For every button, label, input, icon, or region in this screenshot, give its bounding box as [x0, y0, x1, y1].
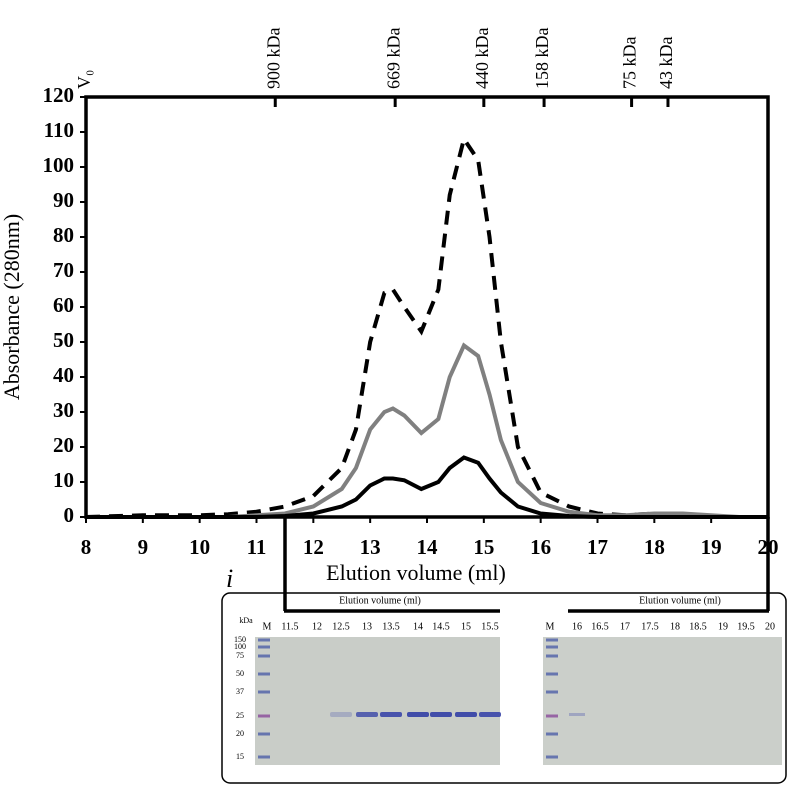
top-tick-label: 75 kDa — [620, 37, 640, 90]
series-line — [85, 134, 768, 519]
x-tick-label: 15 — [473, 535, 494, 559]
y-tick-label: 80 — [53, 223, 74, 247]
protein-band — [407, 712, 429, 717]
series-line — [86, 342, 768, 519]
plot-frame — [84, 95, 770, 519]
top-tick-label: 669 kDa — [383, 28, 403, 90]
y-tick-label: 110 — [44, 118, 74, 142]
protein-band — [455, 712, 477, 717]
marker-label: 50 — [236, 669, 244, 678]
y-tick-label: 90 — [53, 188, 74, 212]
marker-label: 100 — [234, 642, 246, 651]
y-tick-label: 30 — [53, 398, 74, 422]
marker-label: 75 — [236, 651, 244, 660]
lane-label: 11.5 — [281, 621, 298, 632]
lane-label: 17.5 — [641, 621, 659, 632]
protein-band — [380, 712, 402, 717]
gel-left — [255, 637, 500, 765]
lane-label: 17 — [620, 621, 630, 632]
lane-label: 13 — [362, 621, 372, 632]
top-tick-label: 43 kDa — [656, 37, 676, 90]
lane-label: 14.5 — [432, 621, 450, 632]
y-tick-label: 60 — [53, 293, 74, 317]
x-tick-label: 18 — [644, 535, 665, 559]
lane-label: 14 — [413, 621, 423, 632]
marker-band — [258, 672, 270, 676]
marker-band — [258, 732, 270, 736]
x-tick-label: 20 — [758, 535, 779, 559]
marker-band — [258, 645, 270, 649]
lane-label: 12 — [312, 621, 322, 632]
y-tick-label: 50 — [53, 328, 74, 352]
x-tick-label: 10 — [189, 535, 210, 559]
y-tick-label: 10 — [53, 468, 74, 492]
x-tick-label: 17 — [587, 535, 608, 559]
marker-band — [258, 638, 270, 642]
lane-label: 13.5 — [382, 621, 400, 632]
x-tick-label: 12 — [303, 535, 324, 559]
top-tick-label: V₀ — [74, 70, 94, 89]
lane-label: 16 — [572, 621, 582, 632]
marker-band — [546, 755, 558, 759]
marker-band — [258, 690, 270, 694]
lane-label: M — [546, 621, 555, 632]
lane-label: 18 — [670, 621, 680, 632]
protein-band — [569, 713, 585, 716]
y-tick-label: 20 — [53, 433, 74, 457]
lane-label: 12.5 — [332, 621, 350, 632]
top-tick-label: 900 kDa — [263, 28, 283, 90]
gel-header: Elution volume (ml) — [339, 595, 421, 606]
marker-band — [258, 714, 270, 718]
marker-band — [546, 638, 558, 642]
lane-label: 18.5 — [689, 621, 707, 632]
protein-band — [330, 712, 352, 717]
x-tick-label: 13 — [360, 535, 381, 559]
y-tick-label: 120 — [43, 83, 75, 107]
x-tick-label: 8 — [81, 535, 92, 559]
x-tick-label: 16 — [530, 535, 551, 559]
kda-label: kDa — [239, 616, 253, 625]
lane-label: 19.5 — [737, 621, 755, 632]
series-line — [86, 455, 768, 519]
x-tick-label: 11 — [247, 535, 267, 559]
y-tick-label: 0 — [64, 503, 75, 527]
panel-label: i — [226, 564, 233, 593]
marker-band — [546, 654, 558, 658]
protein-band — [479, 712, 501, 717]
x-tick-label: 19 — [701, 535, 722, 559]
marker-band — [546, 732, 558, 736]
marker-label: 150 — [234, 635, 246, 644]
gel-right — [543, 637, 782, 765]
protein-band — [430, 712, 452, 717]
lane-label: 19 — [718, 621, 728, 632]
marker-band — [258, 755, 270, 759]
marker-label: 20 — [236, 729, 244, 738]
x-tick-label: 9 — [138, 535, 149, 559]
lane-label: 16.5 — [591, 621, 609, 632]
y-tick-label: 70 — [53, 258, 74, 282]
marker-band — [546, 672, 558, 676]
protein-band — [356, 712, 378, 717]
lane-label: 15.5 — [481, 621, 499, 632]
marker-label: 25 — [236, 711, 244, 720]
gel-header: Elution volume (ml) — [639, 595, 721, 606]
top-tick-label: 158 kDa — [532, 28, 552, 90]
marker-label: 37 — [236, 687, 244, 696]
top-tick-label: 440 kDa — [472, 28, 492, 90]
marker-band — [546, 714, 558, 718]
bracket — [283, 517, 770, 613]
marker-band — [546, 645, 558, 649]
y-axis-title: Absorbance (280nm) — [0, 214, 24, 400]
x-axis-title: Elution volume (ml) — [326, 560, 506, 585]
marker-band — [546, 690, 558, 694]
marker-label: 15 — [236, 752, 244, 761]
marker-band — [258, 654, 270, 658]
lane-label: 15 — [461, 621, 471, 632]
lane-label: 20 — [765, 621, 775, 632]
y-tick-label: 100 — [43, 153, 75, 177]
x-tick-label: 14 — [417, 535, 439, 559]
y-tick-label: 40 — [53, 363, 74, 387]
lane-label: M — [263, 621, 272, 632]
